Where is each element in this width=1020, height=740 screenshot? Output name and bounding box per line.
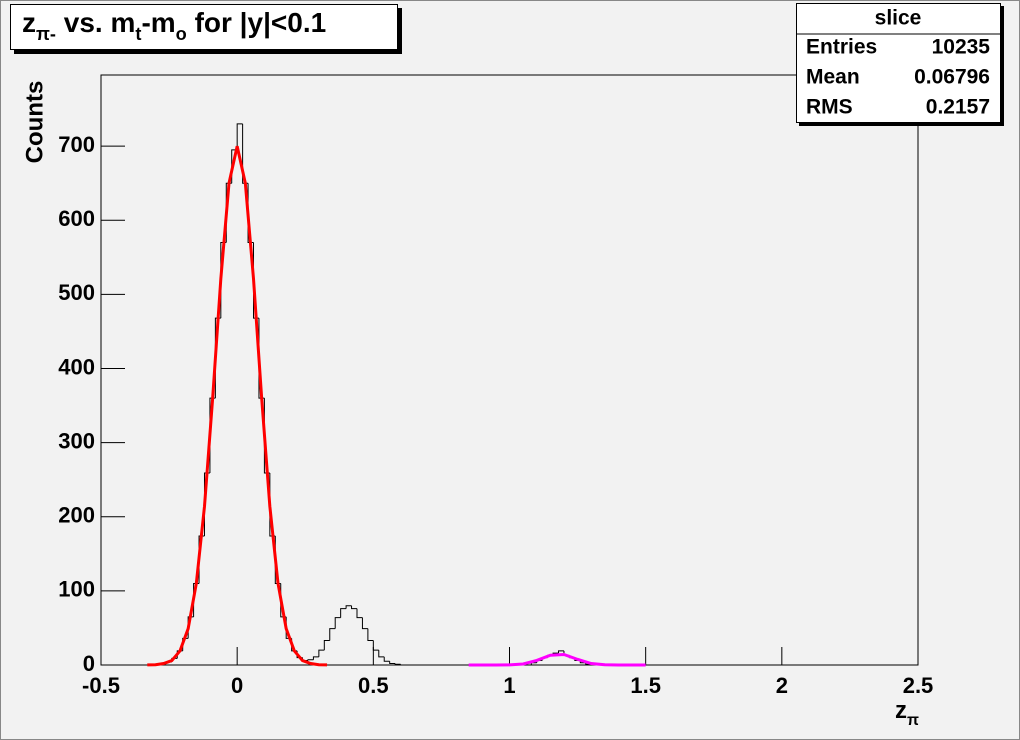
text-part: for |y|<0.1 [187,7,326,38]
x-tick-label: 2 [776,673,788,698]
subscript: π [907,712,919,729]
x-tick-label: 0.5 [358,673,389,698]
x-tick-label: 1 [503,673,515,698]
stats-title: slice [875,7,922,30]
y-tick-label: 400 [58,354,95,379]
x-tick-label: 0 [231,673,243,698]
y-tick-label: 600 [58,206,95,231]
stats-value: 0.06796 [914,66,990,89]
histogram-bin [361,617,368,630]
x-axis-label: zπ [895,697,919,728]
y-tick-label: 700 [58,132,95,157]
plot-frame [100,74,919,666]
text-part: z [895,697,907,724]
stats-label: RMS [806,96,853,119]
stats-box [796,3,1001,123]
subscript: π- [36,24,56,44]
subscript: o [176,24,187,44]
title-box [10,4,398,50]
histogram-bin [312,656,319,660]
histogram-bin [345,605,352,609]
fit-curve [468,652,646,667]
histogram-bin [351,605,357,610]
x-tick-label: 1.5 [630,673,661,698]
histogram-bin [372,640,379,651]
stats-label: Mean [806,66,860,89]
histogram-bin [323,640,330,651]
stats-value: 10235 [932,36,991,59]
histogram-bin [356,608,363,619]
x-tick-label: 2.5 [903,673,934,698]
y-tick-label: 500 [58,280,95,305]
stats-value: 0.2157 [926,96,990,119]
subscript: t [135,24,141,44]
histogram-bin [558,650,564,654]
histogram-bin [236,123,243,150]
text-part: vs. m [56,7,135,38]
y-tick-label: 300 [58,428,95,453]
text-part: z [22,7,36,38]
y-tick-label: 0 [83,651,95,676]
y-tick-label: 200 [58,503,95,528]
histogram-bin [340,608,347,618]
fit-curve [147,145,328,667]
histogram-bin [329,628,336,641]
histogram-bin [334,617,341,629]
histogram-bin [378,650,385,658]
histogram-bin [400,664,407,666]
chart-title: zπ- vs. mt-mo for |y|<0.1 [22,7,326,43]
stats-label: Entries [806,36,877,59]
histogram-bin [307,659,314,661]
x-tick-label: -0.5 [82,673,120,698]
histogram-bin [394,663,401,665]
histogram-bin [389,661,396,665]
text-part: -m [141,7,175,38]
y-axis-label: Counts [21,81,48,164]
histogram-bin [367,628,374,642]
histogram-bin [383,656,390,662]
y-tick-label: 100 [58,577,95,602]
histogram-bin [318,649,325,657]
